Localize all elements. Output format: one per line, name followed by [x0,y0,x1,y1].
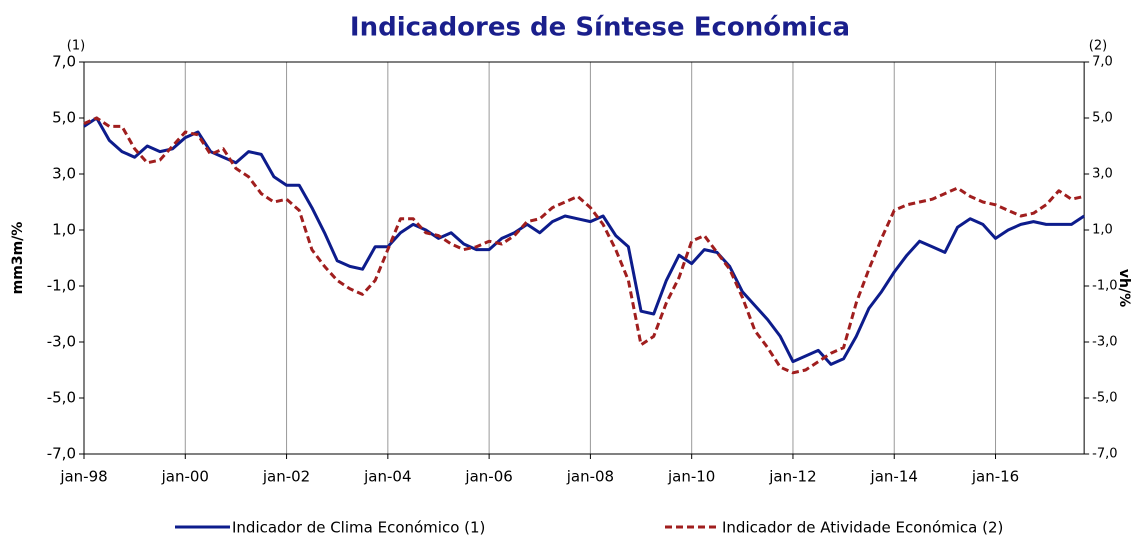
y-axis-note: (1) [67,39,85,54]
y-tick-label: -1,0 [47,277,76,295]
y2-tick-label: 7,0 [1092,55,1113,70]
series-line [83,116,1085,366]
y-tick-label: -7,0 [47,445,76,463]
y2-axis-note: (2) [1089,39,1107,54]
x-tick-label: jan-10 [667,468,715,486]
x-tick-label: jan-14 [870,468,918,486]
chart-title: Indicadores de Síntese Económica [350,13,850,43]
x-tick-label: jan-06 [464,468,512,486]
y2-tick-label: 3,0 [1092,167,1113,182]
x-tick-label: jan-00 [161,468,209,486]
x-tick-label: jan-08 [566,468,614,486]
y2-tick-label: -3,0 [1092,335,1117,350]
legend-label: Indicador de Atividade Económica (2) [722,519,1003,537]
y-tick-label: 3,0 [52,165,76,183]
legend-label: Indicador de Clima Económico (1) [232,519,485,537]
x-tick-label: jan-12 [768,468,816,486]
x-tick-label: jan-98 [59,468,107,486]
y2-tick-label: 1,0 [1092,223,1113,238]
plot-frame [83,61,1085,455]
y2-tick-label: -1,0 [1092,279,1117,294]
y-tick-label: -5,0 [47,389,76,407]
y2-tick-label: -7,0 [1092,447,1117,462]
y-axis-title: mm3m/% [10,222,26,295]
y-tick-label: 1,0 [52,221,76,239]
y2-axis-title: vh/% [1116,269,1132,307]
y2-tick-label: -5,0 [1092,391,1117,406]
x-tick-label: jan-04 [363,468,411,486]
series-line [83,116,1085,375]
y-tick-label: -3,0 [47,333,76,351]
y-tick-label: 7,0 [52,53,76,71]
x-tick-label: jan-16 [971,468,1019,486]
y2-tick-label: 5,0 [1092,111,1113,126]
y-tick-label: 5,0 [52,109,76,127]
x-tick-label: jan-02 [262,468,310,486]
